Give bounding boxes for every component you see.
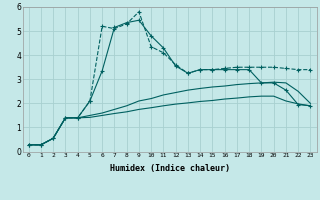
X-axis label: Humidex (Indice chaleur): Humidex (Indice chaleur) (109, 164, 229, 173)
